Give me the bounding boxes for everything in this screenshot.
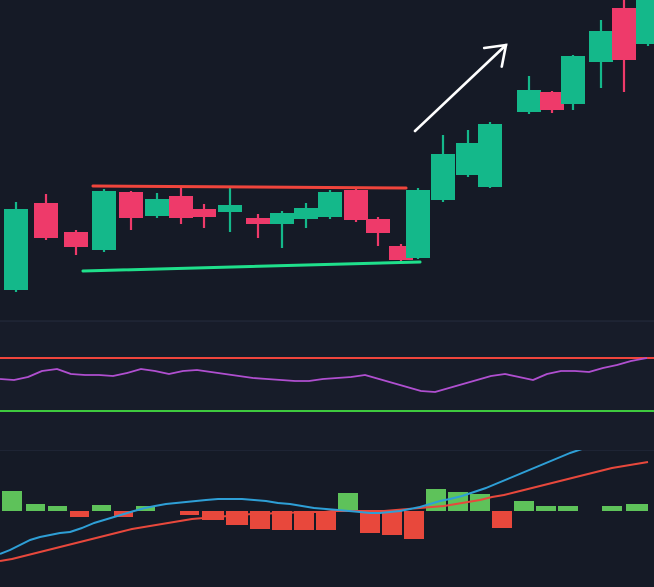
candle-20 xyxy=(517,76,541,114)
rsi-series xyxy=(0,357,654,412)
candle-23 xyxy=(589,20,613,88)
macd-histogram-bar xyxy=(316,511,336,530)
macd-histogram-bar xyxy=(470,494,490,511)
candle-1 xyxy=(34,194,58,240)
macd-histogram-bar xyxy=(26,504,45,511)
candle-13 xyxy=(344,189,368,222)
macd-histogram-bar xyxy=(492,511,512,528)
breakout-arrow[interactable] xyxy=(413,43,508,133)
candle-5 xyxy=(145,193,169,218)
candle-21 xyxy=(540,91,564,113)
macd-histogram-bar xyxy=(404,511,424,539)
macd-histogram-bar xyxy=(536,506,556,511)
macd-histogram-bar xyxy=(602,506,622,511)
candle-17 xyxy=(431,135,455,202)
candle-7 xyxy=(192,204,216,228)
candle-3 xyxy=(92,189,116,252)
macd-histogram-bar xyxy=(558,506,578,511)
candle-24 xyxy=(612,0,636,92)
candle-4 xyxy=(119,191,143,230)
macd-histogram-bar xyxy=(226,511,248,525)
candle-18 xyxy=(456,130,480,177)
candle-8 xyxy=(218,188,242,232)
macd-histogram-bar xyxy=(294,511,314,530)
macd-indicator-panel[interactable] xyxy=(0,450,654,587)
candle-12 xyxy=(318,190,342,219)
macd-histogram-bar xyxy=(92,505,111,511)
macd-histogram-bar xyxy=(338,493,358,511)
candle-6 xyxy=(169,188,193,224)
candle-22 xyxy=(561,55,585,110)
trendline-support[interactable] xyxy=(81,260,422,273)
candle-14 xyxy=(366,217,390,246)
candle-9 xyxy=(246,214,270,238)
macd-histogram-bar xyxy=(48,506,67,511)
candle-16 xyxy=(406,188,430,259)
trendline-resistance[interactable] xyxy=(91,184,408,190)
macd-signal-line xyxy=(0,461,649,562)
macd-histogram-bar xyxy=(514,501,534,511)
rsi-indicator-panel[interactable] xyxy=(0,320,654,451)
macd-histogram-bar xyxy=(382,511,402,535)
macd-histogram-bar xyxy=(70,511,89,517)
macd-histogram-bar xyxy=(250,511,270,529)
candle-19 xyxy=(478,122,502,188)
macd-histogram-bar xyxy=(360,511,380,533)
macd-series xyxy=(0,450,649,562)
price-chart-panel[interactable] xyxy=(0,0,654,320)
rsi-line xyxy=(0,357,648,393)
candle-11 xyxy=(294,203,318,228)
candle-25 xyxy=(636,0,654,46)
macd-histogram-bar xyxy=(272,511,292,530)
candlestick-series xyxy=(4,0,654,292)
macd-histogram-bar xyxy=(202,511,224,520)
macd-line xyxy=(0,450,583,555)
macd-histogram-bar xyxy=(626,504,648,511)
candle-2 xyxy=(64,230,88,255)
macd-histogram-bar xyxy=(180,511,199,515)
candle-0 xyxy=(4,202,28,292)
macd-histogram-bar xyxy=(2,491,22,511)
candle-10 xyxy=(270,211,294,248)
macd-histogram-bar xyxy=(448,492,468,511)
